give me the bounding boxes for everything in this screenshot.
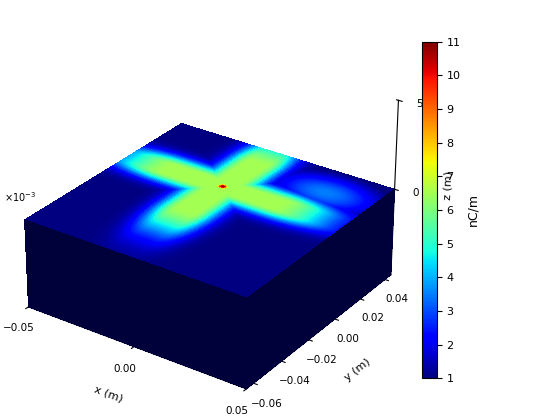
Y-axis label: nC/m: nC/m bbox=[466, 194, 479, 226]
X-axis label: x (m): x (m) bbox=[92, 384, 124, 404]
Y-axis label: y (m): y (m) bbox=[343, 357, 372, 383]
Text: $\times10^{-3}$: $\times10^{-3}$ bbox=[4, 190, 36, 204]
